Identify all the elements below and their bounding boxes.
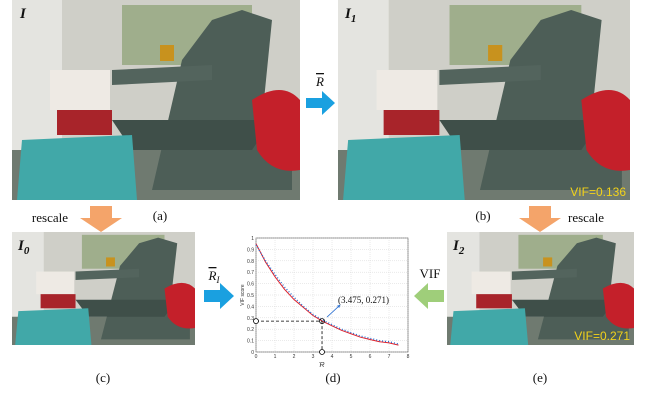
x-tick-label: 0 xyxy=(255,354,258,360)
y-tick-label: 1 xyxy=(251,236,254,242)
arrow-label: VIF xyxy=(420,266,441,281)
caption: (c) xyxy=(96,370,110,385)
label-sub: 2 xyxy=(458,245,465,257)
x-tick-label: 7 xyxy=(388,354,391,360)
x-axis-label: R xyxy=(319,362,324,369)
panel-label: I xyxy=(19,6,27,22)
image-c xyxy=(12,232,195,345)
x-tick-label: 5 xyxy=(350,354,353,360)
y-tick-label: 0.9 xyxy=(247,247,254,253)
arrow-label: R xyxy=(315,74,324,89)
x-tick-label: 4 xyxy=(331,354,334,360)
label: I xyxy=(19,6,27,22)
y-axis-label: VIF score xyxy=(240,284,246,306)
y-tick-label: 0.7 xyxy=(247,270,254,276)
label: R xyxy=(208,268,217,283)
arrow-label: RI xyxy=(208,268,221,285)
y-tick-label: 0.1 xyxy=(247,339,254,345)
figure: I I1 I0 I2 VIF=0.136 VIF=0.271 (a) (b) (… xyxy=(0,0,651,397)
caption: (e) xyxy=(533,370,547,385)
vif-score: VIF=0.271 xyxy=(574,329,630,343)
vif-score: VIF=0.136 xyxy=(570,185,626,199)
arrow xyxy=(204,283,234,309)
arrow-label: rescale xyxy=(32,210,68,225)
label-sub: 0 xyxy=(24,245,30,257)
arrow xyxy=(80,206,122,232)
y-tick-label: 0.2 xyxy=(247,327,254,333)
axis-marker xyxy=(254,319,259,324)
image-a xyxy=(12,0,300,200)
x-tick-label: 3 xyxy=(312,354,315,360)
arrow xyxy=(306,91,335,115)
label-sub: I xyxy=(215,275,220,285)
y-tick-label: 0 xyxy=(251,350,254,356)
x-tick-label: 2 xyxy=(293,354,296,360)
label-sub: 1 xyxy=(351,13,357,25)
x-tick-label: 8 xyxy=(407,354,410,360)
caption: (a) xyxy=(153,208,167,223)
caption: (d) xyxy=(325,370,340,385)
arrow xyxy=(414,283,444,309)
x-tick-label: 1 xyxy=(274,354,277,360)
caption: (b) xyxy=(475,208,490,223)
x-tick-label: 6 xyxy=(369,354,372,360)
annotation: (3.475, 0.271) xyxy=(338,295,389,305)
image-b xyxy=(338,0,630,200)
y-tick-label: 0.8 xyxy=(247,259,254,265)
y-tick-label: 0.4 xyxy=(247,304,254,310)
arrow xyxy=(519,206,561,232)
y-tick-label: 0.5 xyxy=(247,293,254,299)
axis-marker xyxy=(320,350,325,355)
arrow-label: rescale xyxy=(568,210,604,225)
y-tick-label: 0.6 xyxy=(247,282,254,288)
